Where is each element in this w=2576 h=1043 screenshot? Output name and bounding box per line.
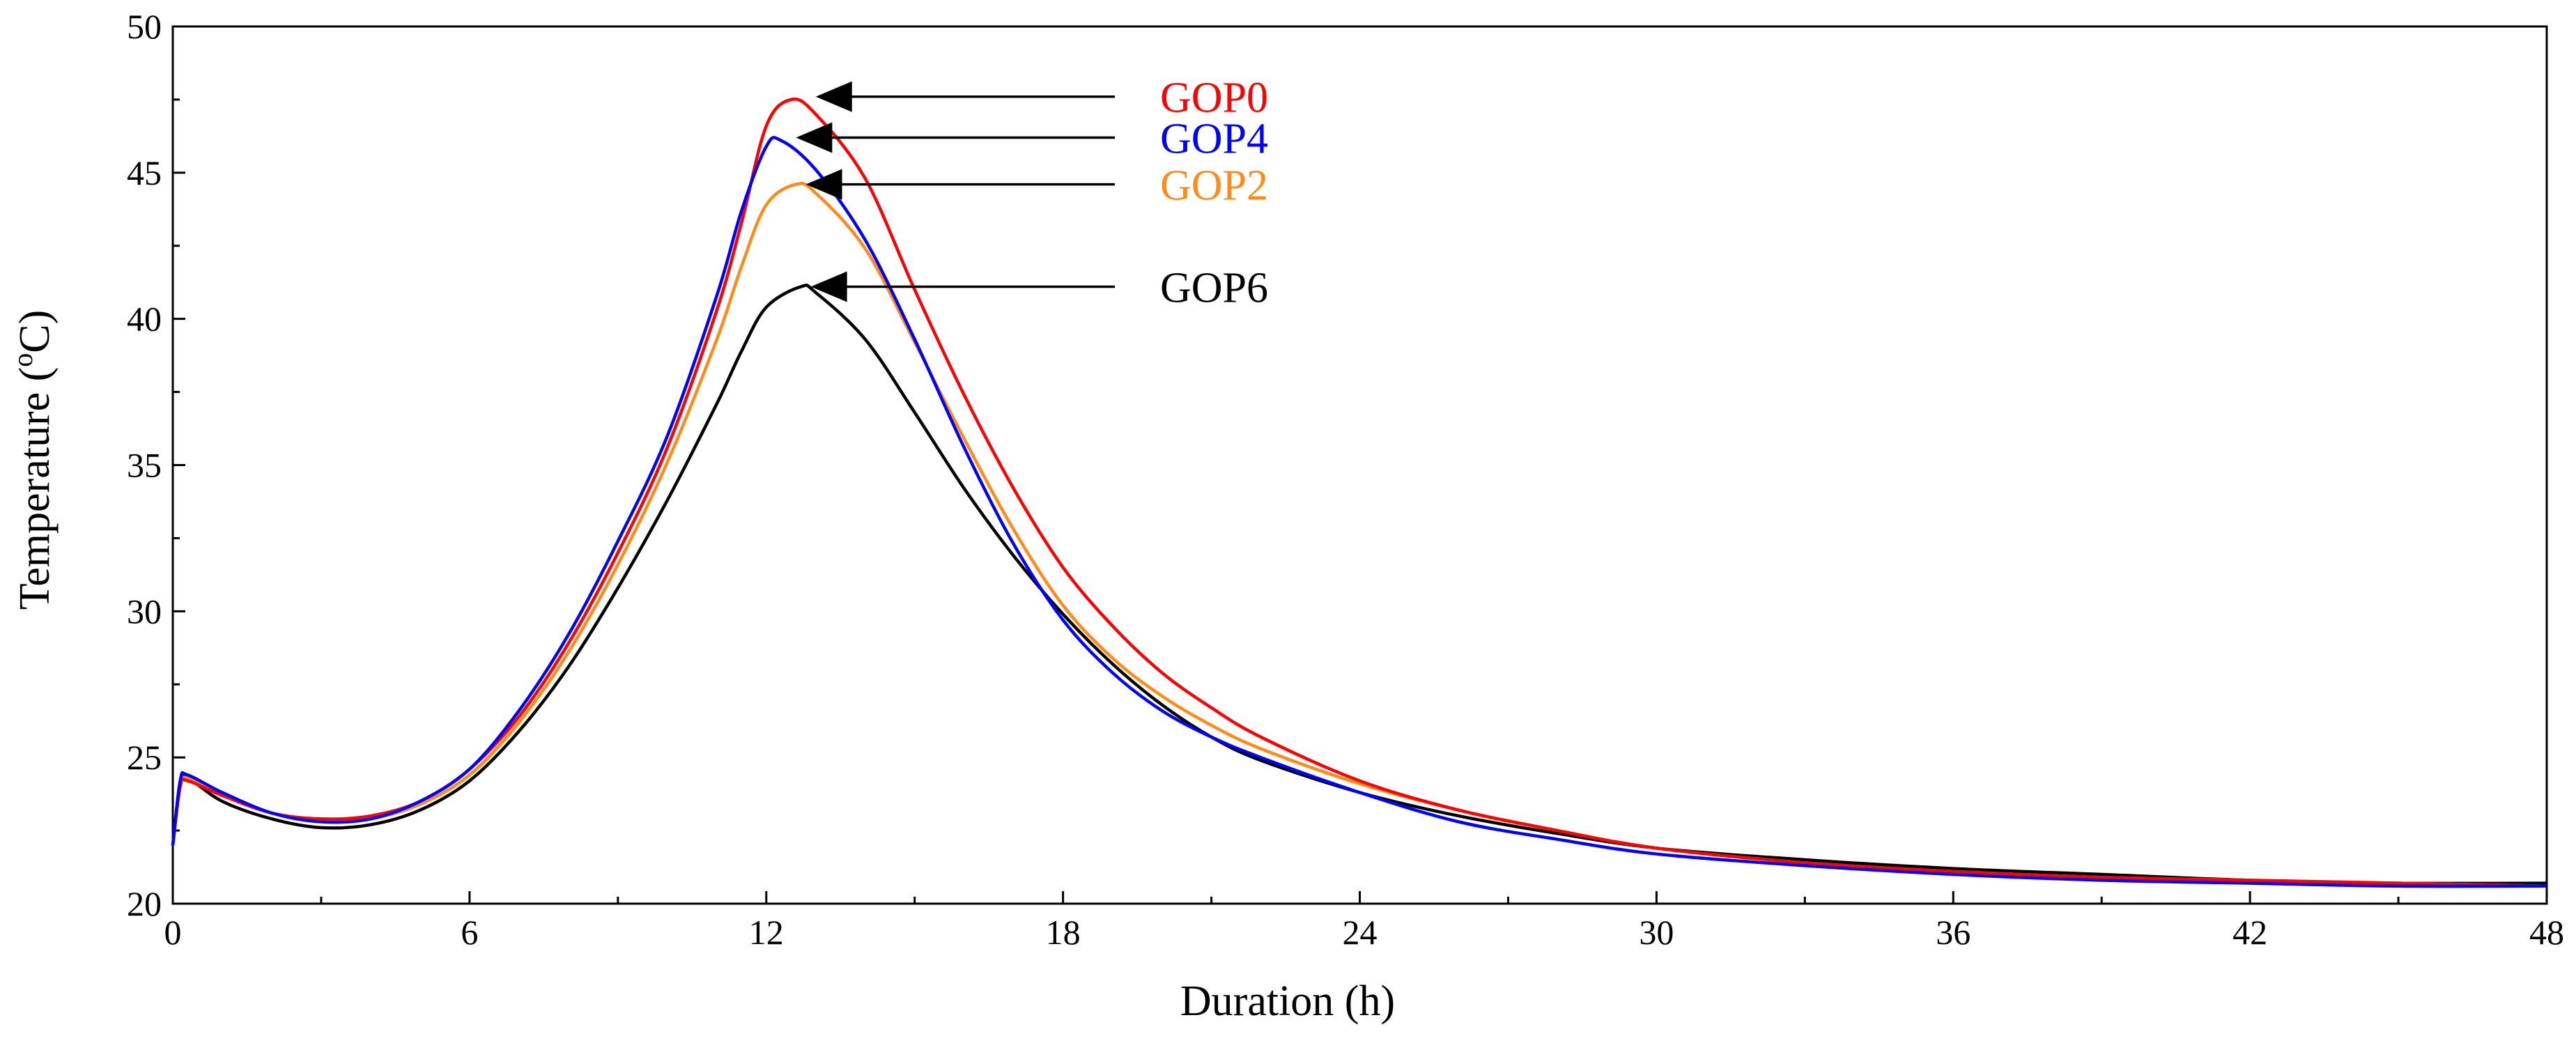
y-axis-title-prefix: Temperature ( <box>11 367 59 610</box>
arrow-head-gop0 <box>815 81 852 112</box>
series-group <box>171 97 2547 888</box>
plot-frame-group <box>171 25 2548 905</box>
legend-label-gop6: GOP6 <box>1160 265 1268 312</box>
y-tick-label: 50 <box>127 7 162 46</box>
y-axis-title: Temperature (oC) <box>7 310 59 610</box>
series-line-gop4 <box>171 136 2547 888</box>
x-tick-label: 36 <box>1936 913 1970 952</box>
x-tick-label: 12 <box>749 913 784 952</box>
arrow-head-gop4 <box>796 122 833 153</box>
x-axis-title: Duration (h) <box>1180 978 1395 1025</box>
y-tick-label: 40 <box>127 300 162 339</box>
y-tick-label: 20 <box>127 884 162 923</box>
x-tick-label: 48 <box>2529 913 2564 952</box>
y-axis-title-suffix: C) <box>11 310 59 353</box>
y-axis-title-degree: o <box>7 353 38 367</box>
y-tick-label: 45 <box>127 153 162 192</box>
legend-label-gop4: GOP4 <box>1160 115 1268 162</box>
x-tick-label: 24 <box>1343 913 1378 952</box>
series-line-gop0 <box>171 97 2547 888</box>
arrow-head-gop6 <box>810 271 847 302</box>
y-tick-label: 30 <box>127 592 162 631</box>
legend-label-gop0: GOP0 <box>1160 75 1268 122</box>
x-tick-label: 30 <box>1639 913 1674 952</box>
x-tick-label: 0 <box>164 913 182 952</box>
y-tick-label: 25 <box>127 738 162 777</box>
arrow-head-gop2 <box>805 169 842 200</box>
legend-label-gop2: GOP2 <box>1160 162 1268 210</box>
y-tick-label: 35 <box>127 446 162 485</box>
x-tick-label: 18 <box>1046 913 1081 952</box>
plot-frame <box>171 25 2548 905</box>
x-tick-label: 42 <box>2232 913 2267 952</box>
ticks-group: 0 6 12 18 24 30 36 42 48 20 25 30 35 40 45 50 <box>127 7 2564 952</box>
x-tick-label: 6 <box>461 913 478 952</box>
series-line-gop6 <box>171 284 2547 886</box>
